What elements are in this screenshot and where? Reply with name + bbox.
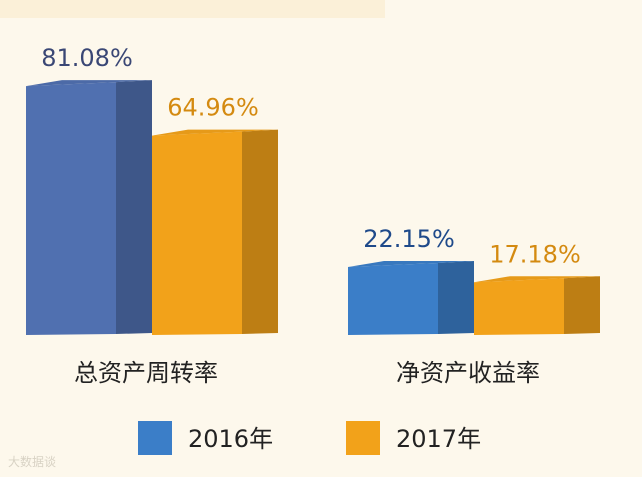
bar-side (564, 276, 600, 334)
bar-front (152, 131, 242, 335)
bar-top (348, 260, 474, 267)
bar-front (474, 278, 564, 335)
category-label-1: 净资产收益率 (396, 359, 540, 387)
bar-top (474, 276, 600, 283)
data-label-1-0: 22.15% (363, 225, 455, 253)
bar-top (152, 129, 278, 136)
bar-1-0 (348, 260, 474, 335)
data-label-0-0: 81.08% (41, 44, 133, 72)
bar-front (26, 82, 116, 335)
watermark: 大数据谈 (8, 455, 57, 469)
bar-0-1 (152, 129, 278, 335)
bars-layer (26, 80, 600, 335)
bar-side (116, 80, 152, 334)
bar-0-0 (26, 80, 152, 335)
legend-swatch-2017 (346, 421, 380, 455)
bar-1-1 (474, 276, 600, 335)
data-label-1-1: 17.18% (489, 240, 581, 268)
labels-layer: 81.08% 64.96% 22.15% 17.18% (41, 44, 581, 268)
bar-side (242, 129, 278, 334)
bar-top (26, 80, 152, 87)
legend-label-2016: 2016年 (188, 425, 273, 453)
legend-swatch-2016 (138, 421, 172, 455)
data-label-0-1: 64.96% (167, 94, 259, 122)
top-band (0, 0, 385, 18)
bar-front (348, 262, 438, 335)
bar-side (438, 260, 474, 334)
legend-label-2017: 2017年 (396, 425, 481, 453)
category-label-0: 总资产周转率 (74, 359, 218, 387)
